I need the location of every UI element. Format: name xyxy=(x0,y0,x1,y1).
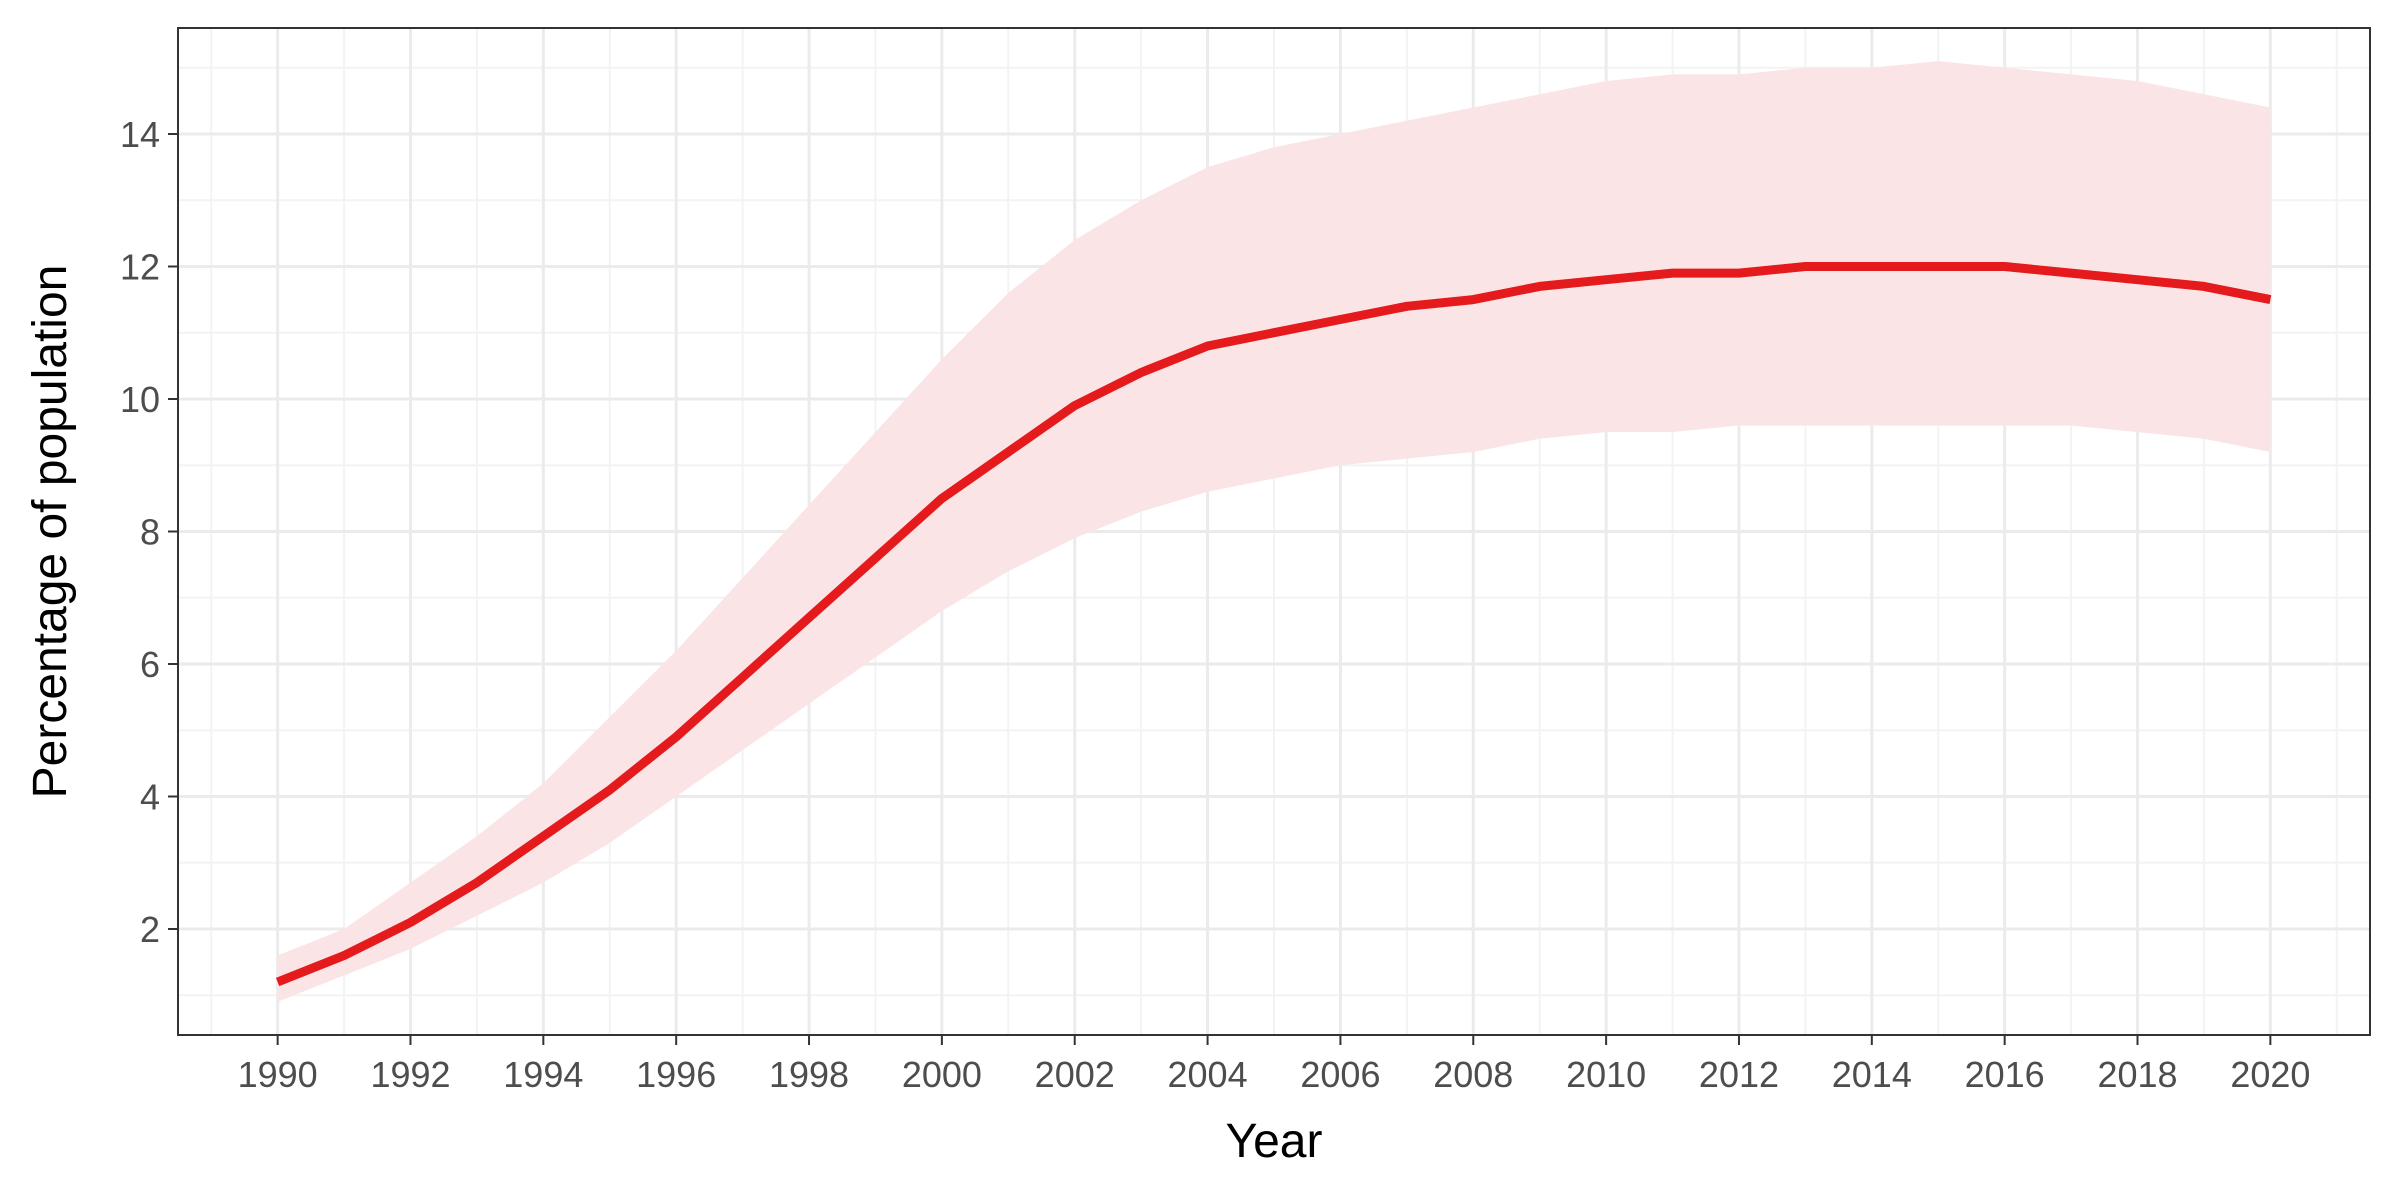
x-axis: 1990 1992 1994 1996 1998 2000 2002 2004 2006 2008… xyxy=(238,1035,2310,1095)
x-tick-label: 2012 xyxy=(1699,1054,1779,1095)
x-tick-label: 2006 xyxy=(1300,1054,1380,1095)
series-line-layer xyxy=(275,262,2272,987)
y-axis-title: Percentage of population xyxy=(24,265,77,799)
x-tick-label: 2020 xyxy=(2230,1054,2310,1095)
y-tick-label: 2 xyxy=(140,909,160,950)
x-tick-label: 1992 xyxy=(370,1054,450,1095)
x-tick-label: 2004 xyxy=(1168,1054,1248,1095)
y-tick-label: 4 xyxy=(140,777,160,818)
x-tick-label: 2000 xyxy=(902,1054,982,1095)
confidence-band-layer xyxy=(277,61,2271,1002)
x-tick-label: 2010 xyxy=(1566,1054,1646,1095)
x-tick-label: 2014 xyxy=(1832,1054,1912,1095)
confidence-band xyxy=(277,61,2271,1002)
x-tick-label: 2016 xyxy=(1965,1054,2045,1095)
x-axis-title: Year xyxy=(1226,1115,1323,1168)
y-tick-label: 8 xyxy=(140,512,160,553)
x-tick-label: 1996 xyxy=(636,1054,716,1095)
y-tick-label: 6 xyxy=(140,644,160,685)
x-tick-label: 1994 xyxy=(503,1054,583,1095)
series-line xyxy=(275,262,2272,987)
y-tick-label: 14 xyxy=(120,114,160,155)
x-tick-label: 1998 xyxy=(769,1054,849,1095)
y-tick-label: 12 xyxy=(120,247,160,288)
y-tick-label: 10 xyxy=(120,379,160,420)
x-tick-label: 2008 xyxy=(1433,1054,1513,1095)
x-tick-label: 1990 xyxy=(238,1054,318,1095)
y-axis: 2 4 6 8 10 12 14 xyxy=(120,114,178,950)
x-tick-label: 2018 xyxy=(2097,1054,2177,1095)
x-tick-label: 2002 xyxy=(1035,1054,1115,1095)
